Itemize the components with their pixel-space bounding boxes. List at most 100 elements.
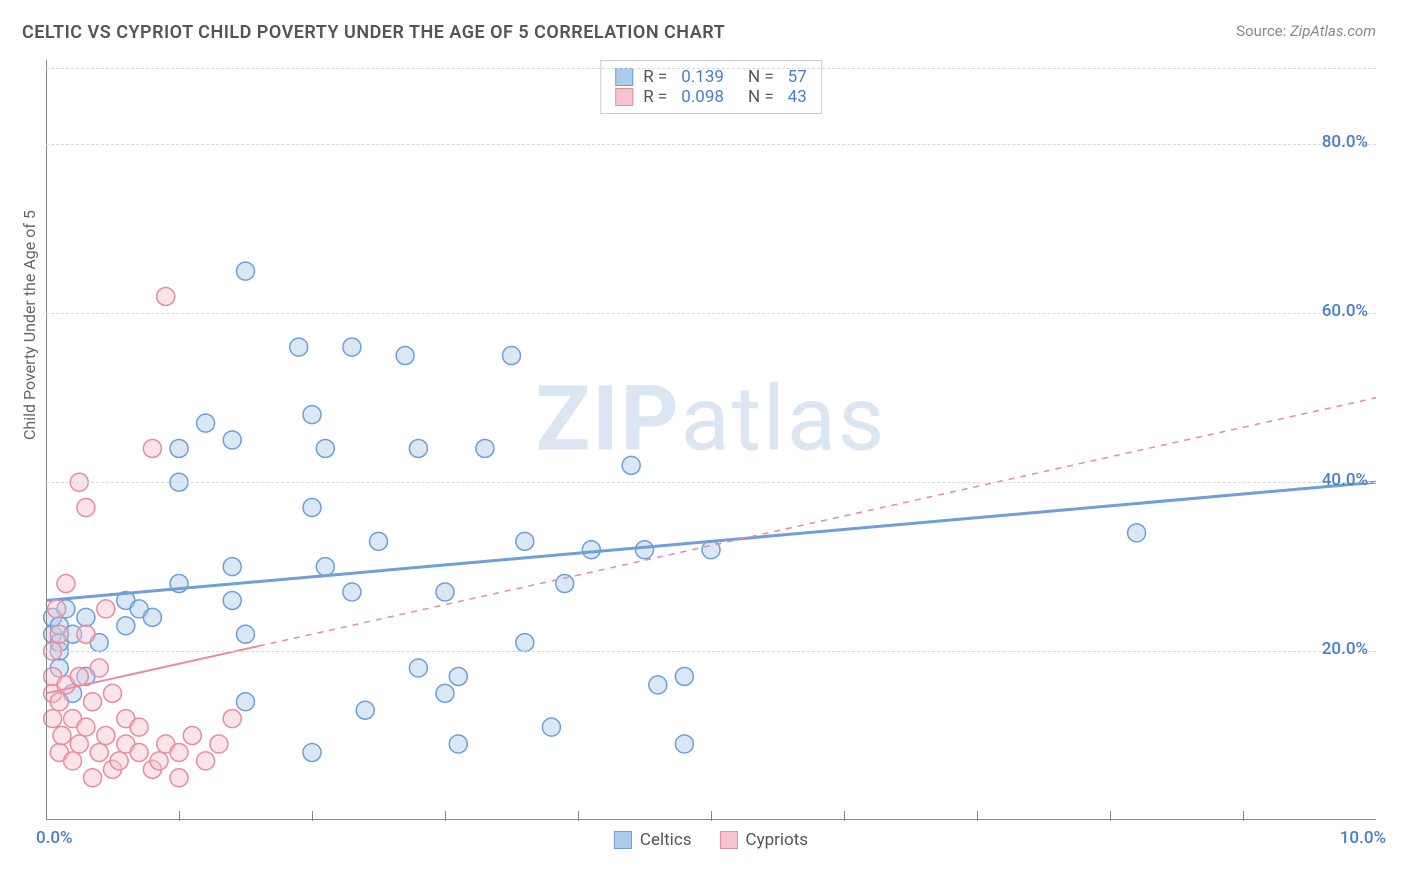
data-point [197, 752, 215, 770]
legend-series-label: Cypriots [746, 830, 809, 850]
x-minor-tick [977, 811, 978, 821]
gridline-h [46, 68, 1376, 69]
x-tick-label-min: 0.0% [36, 828, 73, 848]
data-point [64, 752, 82, 770]
legend-top-row: R = 0.098 N = 43 [615, 87, 807, 107]
chart-plot-area: ZIPatlas R = 0.139 N = 57 R = 0.098 N = … [46, 60, 1376, 820]
data-point [436, 583, 454, 601]
x-minor-tick [844, 811, 845, 821]
data-point [622, 456, 640, 474]
data-point [53, 727, 71, 745]
y-axis-line [46, 60, 47, 820]
legend-n-label: N = [748, 87, 774, 107]
data-point [77, 499, 95, 517]
data-point [130, 718, 148, 736]
legend-r-value: 0.098 [681, 87, 724, 107]
data-point [675, 667, 693, 685]
data-point [356, 701, 374, 719]
legend-bottom-item: Celtics [614, 830, 692, 850]
data-point [104, 684, 122, 702]
data-point [50, 693, 68, 711]
gridline-h [46, 651, 1376, 652]
legend-swatch-icon [614, 831, 632, 849]
source-attribution: Source: ZipAtlas.com [1236, 22, 1376, 43]
data-point [143, 608, 161, 626]
source-value: ZipAtlas.com [1290, 22, 1376, 40]
data-point [223, 431, 241, 449]
x-minor-tick [179, 811, 180, 821]
data-point [449, 735, 467, 753]
data-point [649, 676, 667, 694]
y-tick-label: 40.0% [1322, 470, 1368, 490]
data-point [197, 414, 215, 432]
data-point [97, 727, 115, 745]
data-point [77, 718, 95, 736]
data-point [70, 667, 88, 685]
data-point [409, 439, 427, 457]
data-point [516, 634, 534, 652]
data-point [77, 625, 95, 643]
data-point [210, 735, 228, 753]
data-point [50, 625, 68, 643]
data-point [436, 684, 454, 702]
data-point [409, 659, 427, 677]
legend-bottom-item: Cypriots [720, 830, 809, 850]
data-point [675, 735, 693, 753]
data-point [1128, 524, 1146, 542]
legend-r-label: R = [643, 87, 667, 107]
legend-n-value: 57 [788, 67, 807, 87]
data-point [303, 743, 321, 761]
trend-line-solid [46, 482, 1376, 600]
y-tick-label: 80.0% [1322, 132, 1368, 152]
data-point [90, 659, 108, 677]
data-point [90, 743, 108, 761]
data-point [84, 769, 102, 787]
x-minor-tick [312, 811, 313, 821]
data-point [48, 600, 66, 618]
data-point [223, 710, 241, 728]
scatter-svg [46, 60, 1376, 820]
data-point [237, 262, 255, 280]
data-point [503, 347, 521, 365]
legend-n-label: N = [748, 67, 774, 87]
legend-swatch-icon [615, 68, 633, 86]
data-point [316, 439, 334, 457]
data-point [237, 625, 255, 643]
data-point [223, 558, 241, 576]
legend-r-label: R = [643, 67, 667, 87]
data-point [343, 338, 361, 356]
y-tick-label: 20.0% [1322, 639, 1368, 659]
data-point [170, 439, 188, 457]
data-point [370, 532, 388, 550]
gridline-h [46, 144, 1376, 145]
x-minor-tick [711, 811, 712, 821]
data-point [516, 532, 534, 550]
x-minor-tick [1243, 811, 1244, 821]
y-axis-label: Child Poverty Under the Age of 5 [20, 210, 39, 440]
data-point [130, 743, 148, 761]
data-point [57, 575, 75, 593]
data-point [170, 743, 188, 761]
series-legend: Celtics Cypriots [614, 830, 808, 850]
data-point [542, 718, 560, 736]
data-point [476, 439, 494, 457]
data-point [150, 752, 168, 770]
gridline-h [46, 482, 1376, 483]
data-point [143, 439, 161, 457]
data-point [70, 735, 88, 753]
data-point [449, 667, 467, 685]
data-point [636, 541, 654, 559]
data-point [343, 583, 361, 601]
trend-line-dashed [259, 398, 1376, 646]
chart-title: CELTIC VS CYPRIOT CHILD POVERTY UNDER TH… [22, 22, 725, 43]
legend-r-value: 0.139 [681, 67, 724, 87]
data-point [223, 591, 241, 609]
x-minor-tick [445, 811, 446, 821]
data-point [582, 541, 600, 559]
legend-swatch-icon [615, 88, 633, 106]
legend-top-row: R = 0.139 N = 57 [615, 67, 807, 87]
data-point [183, 727, 201, 745]
data-point [290, 338, 308, 356]
data-point [117, 617, 135, 635]
data-point [316, 558, 334, 576]
